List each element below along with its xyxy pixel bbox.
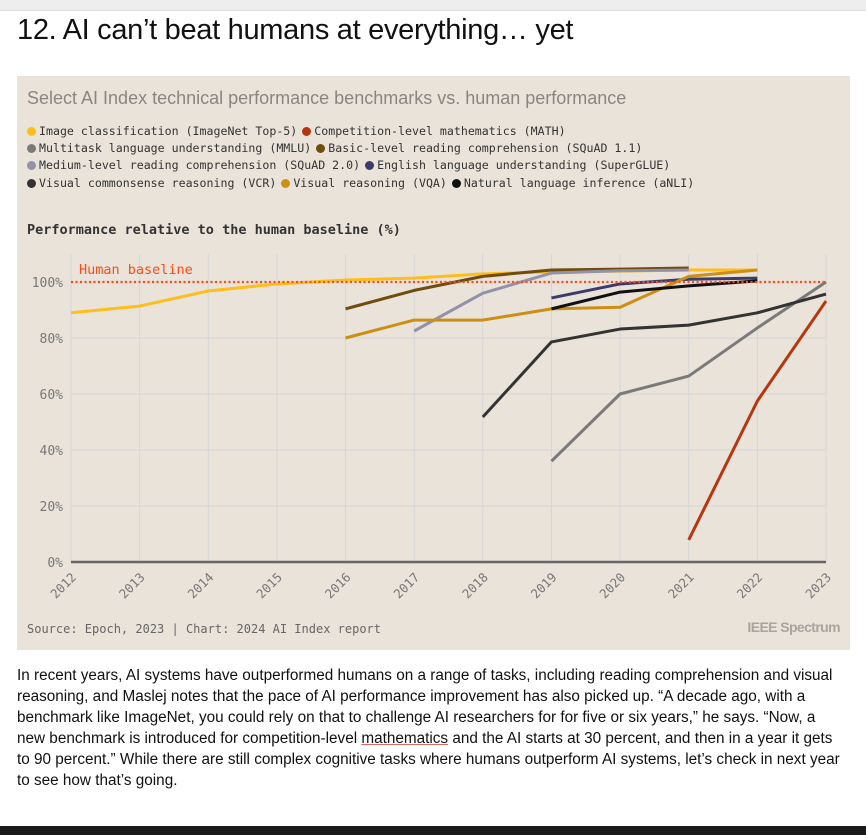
bottom-bar xyxy=(0,826,866,835)
y-tick-label: 40% xyxy=(40,444,64,459)
legend-item: Visual reasoning (VQA) xyxy=(281,176,447,190)
x-tick-label: 2012 xyxy=(47,570,79,602)
x-tick-label: 2018 xyxy=(459,570,491,602)
y-tick-label: 60% xyxy=(40,388,64,403)
legend-item: Medium-level reading comprehension (SQuA… xyxy=(27,158,360,172)
x-tick-label: 2016 xyxy=(322,570,354,602)
legend-label: Multitask language understanding (MMLU) xyxy=(39,141,312,156)
series-line xyxy=(413,268,689,333)
x-tick-label: 2019 xyxy=(528,570,560,602)
legend-item: Competition-level mathematics (MATH) xyxy=(302,124,566,138)
legend-dot-icon xyxy=(27,161,36,171)
x-tick-label: 2022 xyxy=(734,570,766,602)
legend-dot-icon xyxy=(302,127,312,136)
legend-dot-icon xyxy=(316,144,326,154)
chart-source: Source: Epoch, 2023 | Chart: 2024 AI Ind… xyxy=(27,622,382,636)
legend-dot-icon xyxy=(27,127,36,136)
legend-label: Basic-level reading comprehension (SQuAD… xyxy=(328,141,643,156)
x-tick-label: 2014 xyxy=(184,570,216,602)
paragraph-text: In recent years, AI systems have outperf… xyxy=(17,667,833,747)
legend-label: Visual reasoning (VQA) xyxy=(293,175,447,190)
y-tick-label: 20% xyxy=(40,500,64,515)
series-line xyxy=(481,292,827,418)
legend-dot-icon xyxy=(27,144,36,154)
series-line xyxy=(551,279,758,311)
y-tick-label: 0% xyxy=(47,556,63,571)
x-tick-label: 2017 xyxy=(390,570,422,602)
series-line xyxy=(345,266,689,311)
legend-dot-icon xyxy=(281,178,291,188)
paragraph-text: and the AI starts at 30 percent, and the… xyxy=(17,730,840,789)
legend-item: Image classification (ImageNet Top-5) xyxy=(27,124,297,138)
mathematics-link[interactable]: mathematics xyxy=(361,730,449,747)
legend-label: Competition-level mathematics (MATH) xyxy=(314,124,566,138)
series-line xyxy=(687,300,828,541)
legend-label: Natural language inference (aNLI) xyxy=(463,175,695,190)
legend-label: Visual commonsense reasoning (VCR) xyxy=(39,175,277,190)
legend-dot-icon xyxy=(27,178,36,188)
legend-item: Natural language inference (aNLI) xyxy=(451,175,695,190)
top-bar xyxy=(0,0,866,11)
x-tick-label: 2013 xyxy=(116,570,148,602)
legend-item: Visual commonsense reasoning (VCR) xyxy=(27,176,276,190)
x-tick-label: 2015 xyxy=(253,570,285,602)
x-tick-label: 2020 xyxy=(596,570,628,602)
x-tick-label: 2021 xyxy=(665,570,697,602)
legend-item: Multitask language understanding (MMLU) xyxy=(27,141,311,155)
legend-dot-icon xyxy=(365,161,375,171)
series-line xyxy=(551,276,758,300)
chart-legend: Image classification (ImageNet Top-5) Com… xyxy=(27,123,699,192)
human-baseline-label: Human baseline xyxy=(79,262,193,278)
legend-label: English language understanding (SuperGLU… xyxy=(377,158,671,173)
series-line xyxy=(550,280,827,463)
legend-item: English language understanding (SuperGLU… xyxy=(365,158,670,172)
ieee-spectrum-logo: IEEE Spectrum xyxy=(747,619,840,635)
article-paragraph: In recent years, AI systems have outperf… xyxy=(17,665,847,791)
legend-item: Basic-level reading comprehension (SQuAD… xyxy=(316,141,642,155)
y-tick-label: 80% xyxy=(40,332,64,347)
chart-card: Select AI Index technical performance be… xyxy=(17,76,850,650)
line-chart: 0% 20% 40% 60% 80% 100% 2012 2013 2014 2015 2016 20… xyxy=(32,254,834,602)
y-tick-label: 100% xyxy=(32,276,63,291)
legend-label: Image classification (ImageNet Top-5) xyxy=(39,124,298,138)
legend-label: Medium-level reading comprehension (SQuA… xyxy=(39,158,361,173)
x-tick-label: 2023 xyxy=(802,570,834,602)
chart-title: Select AI Index technical performance be… xyxy=(27,88,627,108)
y-axis-label: Performance relative to the human baseli… xyxy=(27,222,401,238)
article-heading: 12. AI can’t beat humans at everything… … xyxy=(17,14,574,46)
legend-dot-icon xyxy=(451,178,461,188)
